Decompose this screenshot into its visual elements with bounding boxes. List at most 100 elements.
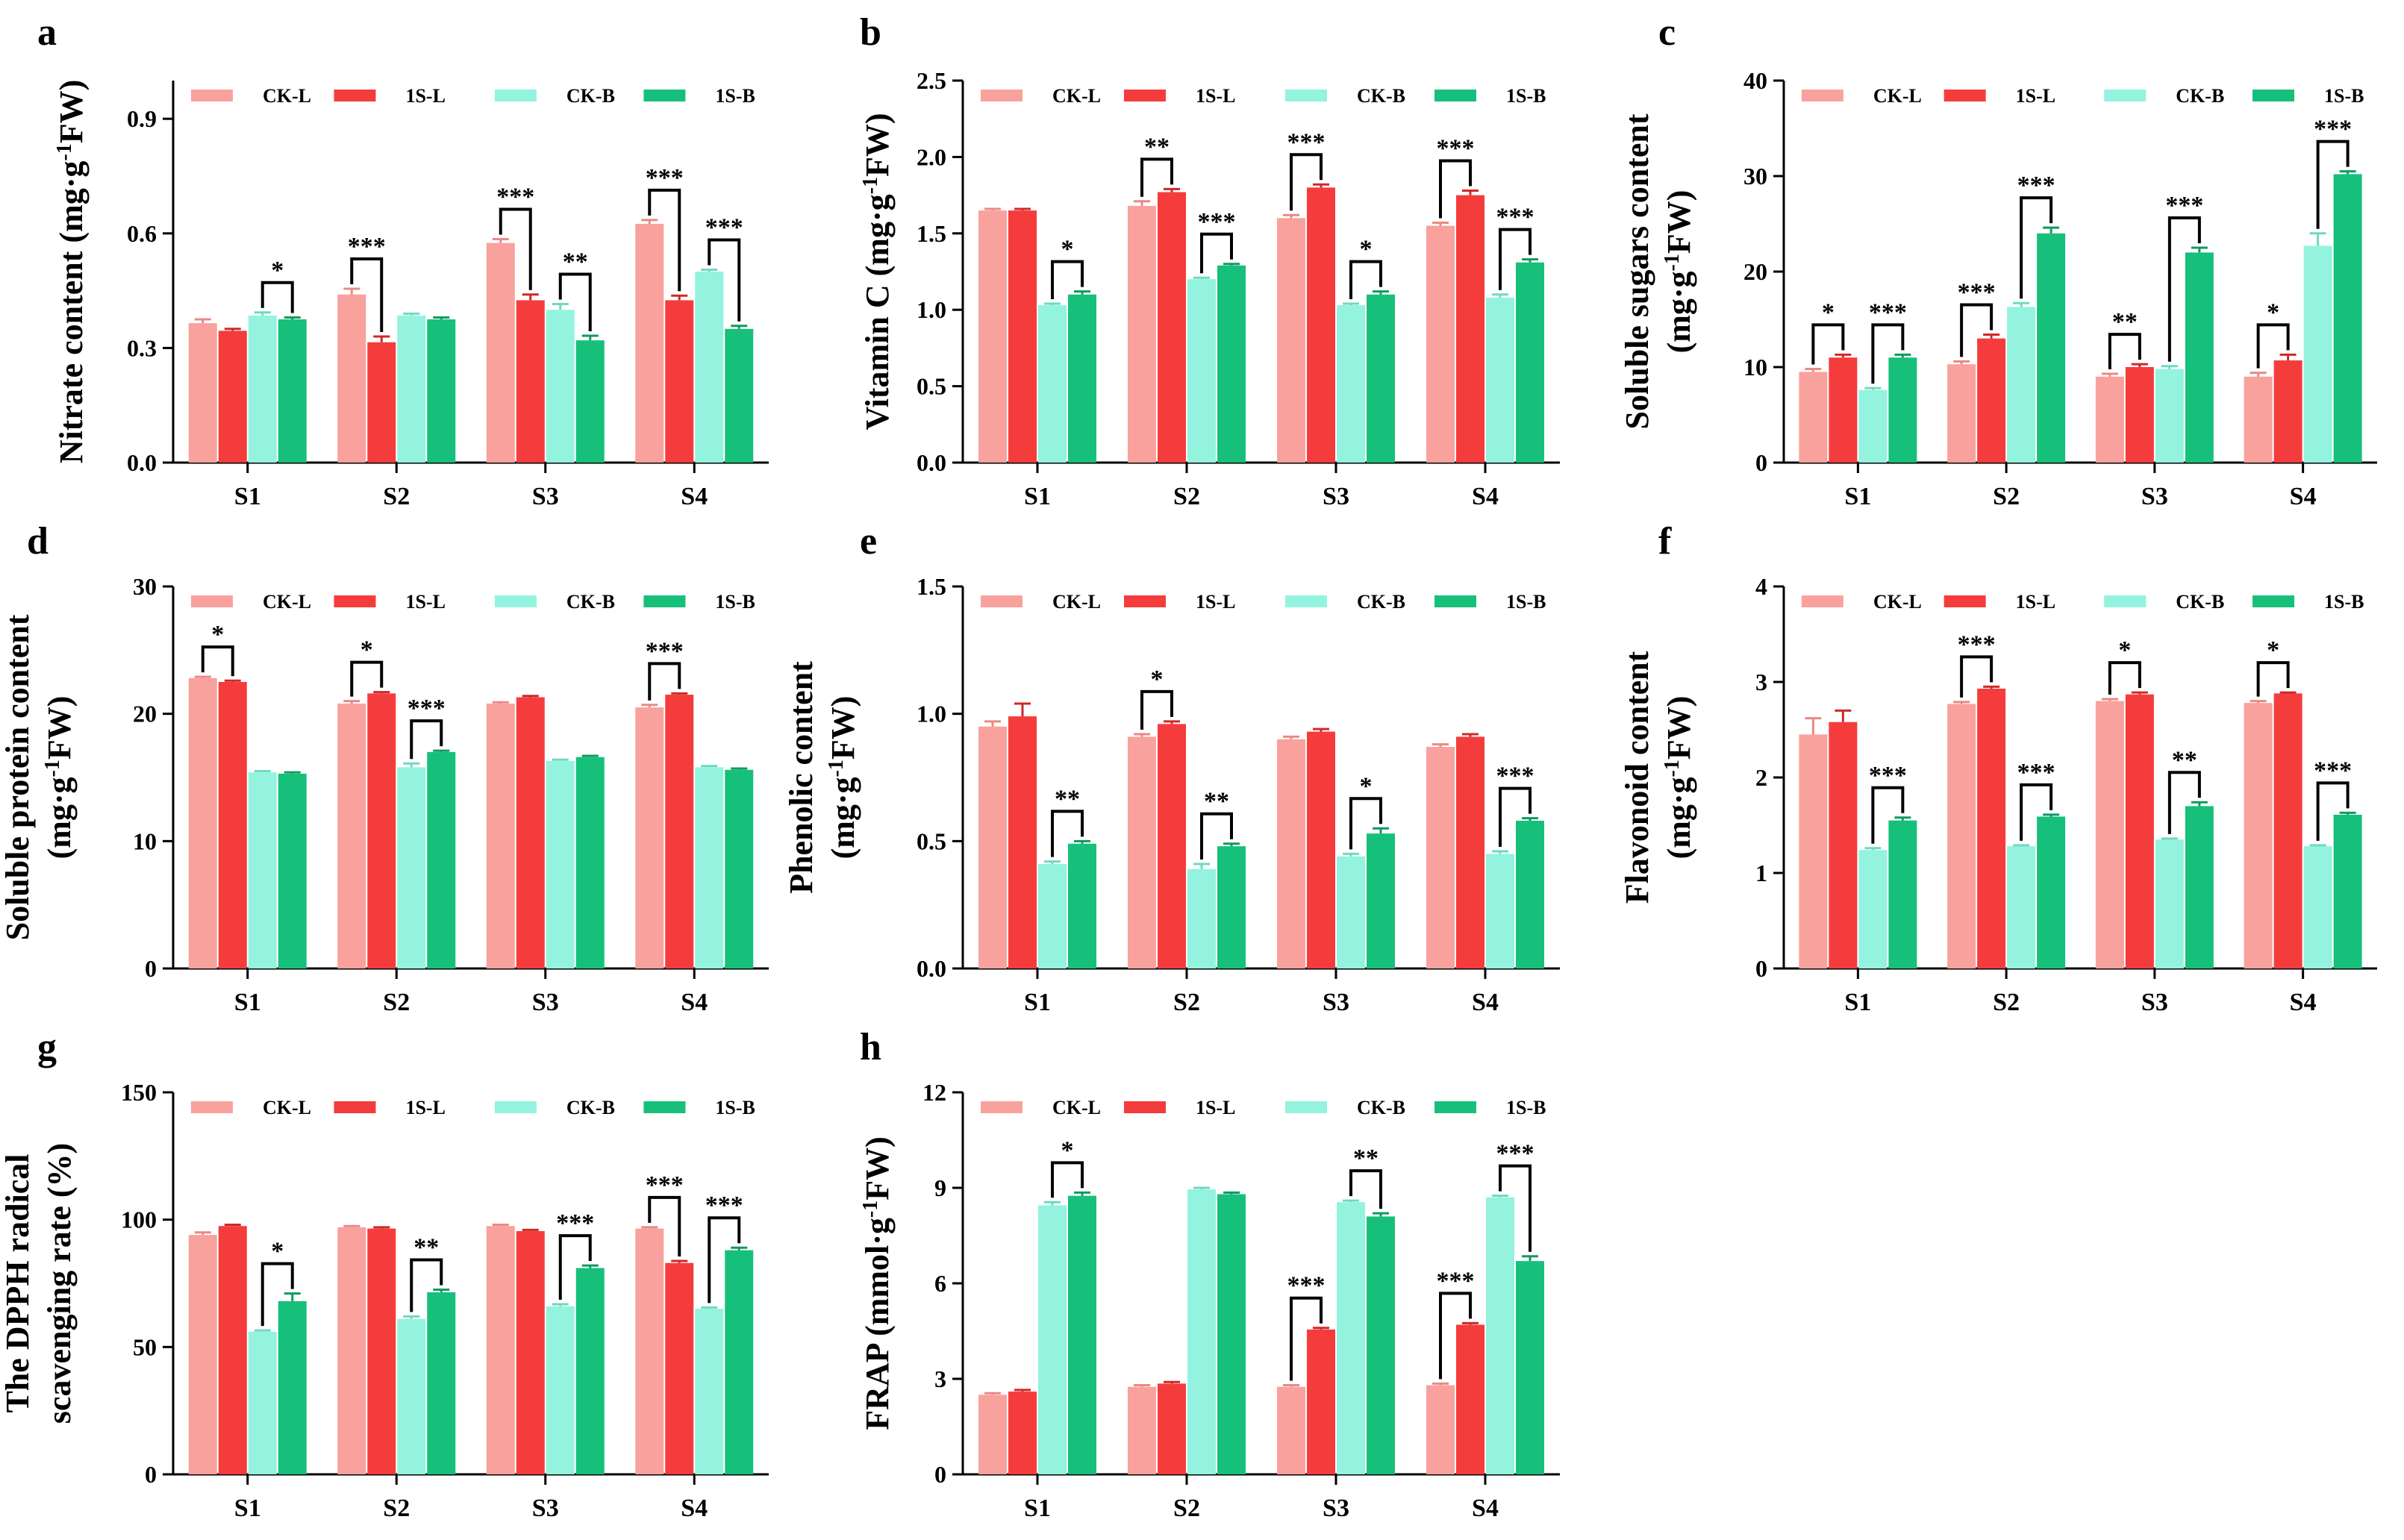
bracket-line [1349,797,1382,850]
bar-CK-B-S2 [1187,279,1216,463]
bar-1S-B-S2 [427,319,456,463]
significance-label: *** [2017,172,2055,199]
panel-e: e Phenolic content (mg·g-1FW) 0.0 0.5 1.0 1.5 S… [783,520,1560,1016]
panel-letter: h [860,1026,881,1068]
bar-1S-L-S2 [1158,724,1186,968]
x-tick-label: S4 [1472,1494,1499,1522]
y-label-superscript: -1 [41,760,64,777]
significance-bracket: * [201,621,234,677]
significance-bracket: *** [1496,1140,1534,1252]
legend-label: 1S-L [2016,85,2055,107]
y-tick-label: 50 [133,1333,157,1360]
bar-CK-L-S4 [635,707,664,968]
legend-swatch-1S-B [643,90,686,101]
bar-1S-L-S3 [516,697,545,968]
bar-CK-L-S1 [188,1235,217,1474]
y-axis-label-text: Vitamin C (mg·g-1FW) [859,113,896,431]
bar-CK-L-S1 [978,210,1007,463]
significance-bracket: *** [1496,204,1534,290]
legend-swatch-CK-L [190,595,233,607]
bar-1S-B-S3 [1367,1216,1395,1474]
bracket-line [2316,781,2350,841]
legend-swatch-CK-L [1801,595,1843,607]
legend-label: 1S-L [1196,85,1235,107]
significance-bracket: * [1349,236,1382,300]
legend-label: CK-L [263,591,311,613]
panel-a: a Nitrate content (mg·g-1FW) 0.0 0.3 0.6 0.9 S… [37,11,769,510]
bracket-line [410,719,443,760]
bar-CK-L-S4 [635,1228,664,1474]
y-tick-label: 0.5 [917,827,946,854]
legend-label: 1S-B [1506,1097,1546,1118]
panel-letter: a [37,11,57,54]
x-tick-label: S1 [234,1494,261,1522]
legend-swatch-CK-L [981,595,1023,607]
y-axis-label: Vitamin C (mg·g-1FW) [859,113,896,431]
bracket-line [260,1262,294,1327]
bar-CK-L-S2 [337,294,366,463]
significance-label: * [1061,1136,1074,1164]
bar-1S-L-S4 [665,300,694,463]
bar-CK-L-S2 [1128,205,1156,463]
bar-1S-B-S1 [278,1300,307,1474]
significance-label: *** [2017,759,2055,786]
legend-label: 1S-B [715,591,755,613]
bar-1S-B-S3 [575,1268,605,1474]
significance-bracket: ** [1349,1145,1382,1209]
bar-1S-L-S3 [516,1231,545,1474]
legend-swatch-CK-L [190,1101,233,1113]
significance-label: ** [413,1234,439,1262]
bar-CK-L-S1 [1799,734,1828,968]
bar-CK-B-S4 [1486,1197,1514,1474]
bracket-line [2020,783,2053,841]
x-tick-label: S3 [532,483,559,510]
bar-1S-B-S4 [1516,1261,1544,1474]
y-tick-label: 0.0 [917,955,946,982]
bar-CK-B-S3 [546,1306,575,1474]
significance-bracket: * [2256,298,2290,369]
bracket-line [2108,333,2141,369]
x-tick-label: S2 [1173,1494,1200,1522]
bracket-line [648,188,681,292]
legend-swatch-CK-B [1285,1101,1327,1113]
bar-1S-L-S1 [1008,210,1037,463]
significance-bracket: *** [1287,1272,1326,1381]
significance-label: *** [1437,134,1475,162]
bar-CK-B-S4 [2303,846,2332,968]
y-label-part: FW) [1661,190,1697,254]
y-tick-label: 10 [133,827,157,854]
legend-label: CK-L [263,1097,311,1118]
legend-label: CK-B [1357,85,1405,107]
x-tick-label: S3 [2141,483,2168,510]
bar-CK-L-S4 [1426,225,1455,463]
x-tick-label: S1 [1024,989,1051,1016]
significance-label: * [1360,772,1373,800]
x-tick-label: S4 [681,483,708,510]
x-tick-label: S3 [532,989,559,1016]
legend-label: 1S-B [715,85,755,107]
significance-bracket: * [1811,298,1845,365]
significance-label: *** [646,637,684,665]
significance-label: * [1360,236,1373,263]
significance-bracket: *** [705,213,743,322]
x-tick-label: S2 [1173,483,1200,510]
significance-label: ** [563,248,588,276]
panel-g: g The DPPH radical scavenging rate (%) 0 50 1… [0,1026,769,1522]
panel-letter: c [1658,11,1676,54]
bar-1S-B-S4 [725,1250,754,1474]
significance-label: *** [2314,757,2352,784]
legend: CK-L 1S-L CK-B 1S-B [1801,591,2364,613]
significance-bracket: *** [2017,172,2055,299]
bar-CK-B-S1 [248,315,277,463]
legend-label: 1S-B [715,1097,755,1118]
panel-b: b Vitamin C (mg·g-1FW) 0.0 0.5 1.0 1.5 2.0 2.5 S… [859,11,1560,510]
y-label-part: FW) [825,696,861,760]
bracket-line [1499,228,1532,290]
y-tick-label: 9 [934,1174,946,1201]
significance-bracket: ** [1200,788,1233,860]
y-label-part: Vitamin C (mg·g [859,194,896,430]
significance-bracket: ** [2108,308,2141,369]
bar-CK-B-S3 [1337,1202,1365,1474]
y-tick-label: 1.5 [917,573,946,600]
bracket-line [410,1258,443,1312]
